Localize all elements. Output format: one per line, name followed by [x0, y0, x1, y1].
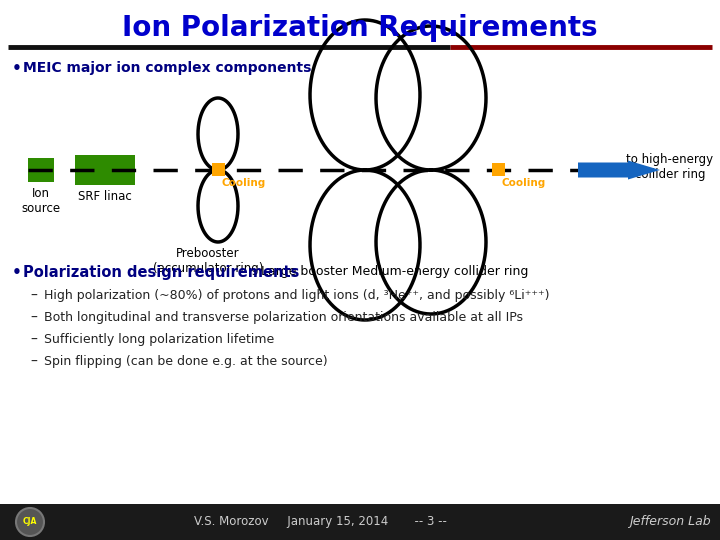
Circle shape [16, 508, 44, 536]
Text: Large booster Medium-energy collider ring: Large booster Medium-energy collider rin… [261, 265, 528, 278]
Text: Ion Polarization Requirements: Ion Polarization Requirements [122, 14, 598, 42]
Text: –: – [30, 311, 37, 325]
Text: Polarization design requirements: Polarization design requirements [23, 265, 300, 280]
Bar [492, 163, 505, 176]
Bar [212, 163, 225, 176]
Text: Sufficiently long polarization lifetime: Sufficiently long polarization lifetime [44, 334, 274, 347]
Text: Ion
source: Ion source [22, 187, 60, 215]
Text: SRF linac: SRF linac [78, 190, 132, 203]
Text: High polarization (~80%) of protons and light ions (d, ³He⁺⁺, and possibly ⁶Li⁺⁺: High polarization (~80%) of protons and … [44, 289, 549, 302]
Text: Prebooster
(accumulator ring): Prebooster (accumulator ring) [153, 247, 264, 275]
Text: V.S. Morozov     January 15, 2014       -- 3 --: V.S. Morozov January 15, 2014 -- 3 -- [194, 516, 446, 529]
Bar [75, 155, 135, 185]
Text: –: – [30, 333, 37, 347]
Text: Jefferson Lab: Jefferson Lab [629, 516, 711, 529]
FancyArrow shape [578, 160, 660, 179]
Text: CJA: CJA [23, 517, 37, 526]
Text: –: – [30, 355, 37, 369]
Text: Cooling: Cooling [501, 178, 545, 188]
Bar [0, 504, 720, 540]
Text: to high-energy
collider ring: to high-energy collider ring [626, 153, 714, 181]
Bar [28, 158, 54, 182]
Text: –: – [30, 289, 37, 303]
Text: Spin flipping (can be done e.g. at the source): Spin flipping (can be done e.g. at the s… [44, 355, 328, 368]
Text: •: • [12, 60, 22, 76]
Text: MEIC major ion complex components: MEIC major ion complex components [23, 61, 311, 75]
Text: •: • [12, 265, 22, 280]
Text: Both longitudinal and transverse polarization orientations available at all IPs: Both longitudinal and transverse polariz… [44, 312, 523, 325]
Text: Cooling: Cooling [221, 178, 265, 188]
